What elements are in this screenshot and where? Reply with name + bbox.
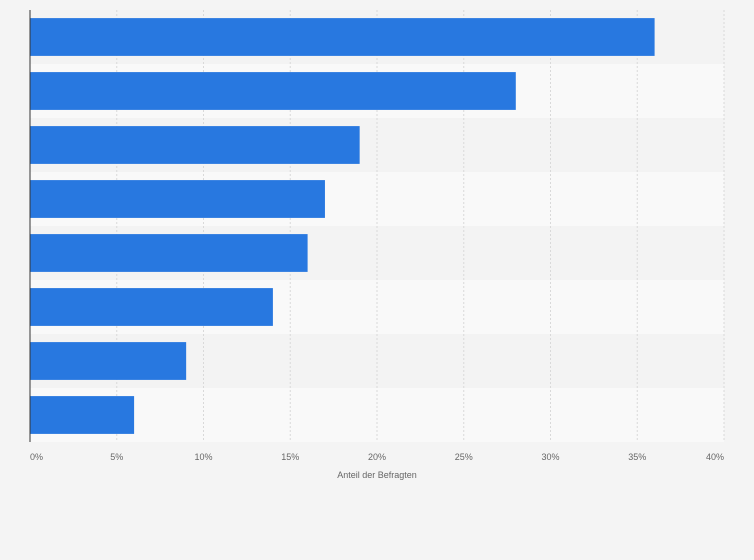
x-tick-label: 20% — [368, 452, 386, 462]
x-tick-label: 25% — [455, 452, 473, 462]
x-tick-label: 30% — [541, 452, 559, 462]
x-tick-label: 40% — [706, 452, 724, 462]
x-tick-label: 10% — [194, 452, 212, 462]
bars — [30, 18, 655, 434]
x-tick-label: 0% — [30, 452, 43, 462]
bar[interactable] — [30, 72, 516, 110]
bar[interactable] — [30, 396, 135, 434]
bar[interactable] — [30, 126, 360, 164]
bar[interactable] — [30, 288, 273, 326]
x-tick-label: 35% — [628, 452, 646, 462]
x-tick-labels: 0% 5% 10% 15% 20% 25% 30% 35% 40% — [30, 452, 724, 462]
x-tick-label: 15% — [281, 452, 299, 462]
bar[interactable] — [30, 18, 655, 56]
bar[interactable] — [30, 180, 325, 218]
x-tick-label: 5% — [110, 452, 123, 462]
x-axis-title: Anteil der Befragten — [337, 470, 417, 480]
bar[interactable] — [30, 234, 308, 272]
bar[interactable] — [30, 342, 187, 380]
